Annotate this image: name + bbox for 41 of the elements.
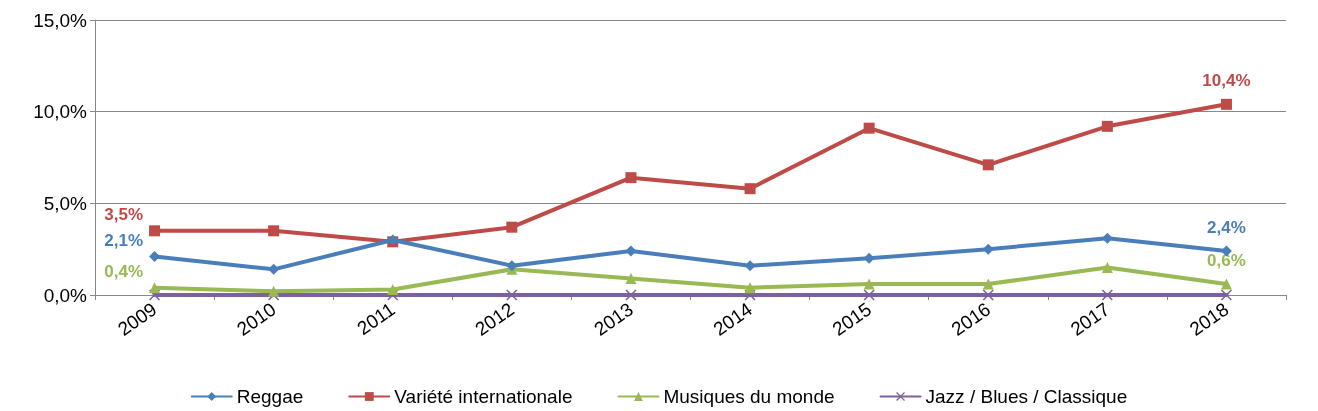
point — [1220, 289, 1232, 301]
point — [149, 225, 161, 237]
point — [982, 159, 994, 171]
legend-label: Variété internationale — [394, 386, 573, 407]
point — [268, 285, 280, 297]
data-label: 0,6% — [1207, 250, 1246, 270]
point — [744, 282, 756, 294]
point — [506, 289, 518, 301]
point — [625, 172, 637, 184]
point — [268, 225, 280, 237]
point — [268, 263, 280, 275]
point — [1101, 120, 1113, 132]
x-tick-label: 2011 — [353, 298, 399, 340]
y-tick-label: 15,0% — [33, 9, 88, 31]
point — [982, 278, 994, 290]
legend-label: Musiques du monde — [663, 386, 835, 407]
y-tick-label: 10,0% — [33, 101, 88, 123]
point — [1101, 262, 1113, 273]
point — [1220, 278, 1232, 290]
point — [982, 289, 994, 301]
data-label: 2,4% — [1207, 217, 1246, 237]
legend-label: Reggae — [236, 386, 304, 407]
point — [625, 273, 637, 284]
legend-label: Jazz / Blues / Classique — [925, 386, 1128, 407]
point — [863, 289, 875, 301]
point — [506, 221, 518, 233]
point — [625, 289, 637, 301]
point — [1101, 289, 1113, 301]
y-tick-label: 5,0% — [43, 192, 88, 214]
data-label: 3,5% — [104, 205, 144, 225]
data-label: 0,4% — [104, 262, 144, 282]
point — [387, 284, 399, 295]
point — [149, 282, 161, 294]
point — [1220, 98, 1232, 110]
point — [863, 278, 875, 290]
data-label: 2,1% — [104, 231, 144, 250]
y-tick-label: 0,0% — [43, 284, 88, 306]
data-label: 10,4% — [1202, 70, 1251, 90]
point — [625, 245, 637, 257]
point — [744, 183, 756, 195]
point — [863, 122, 875, 134]
